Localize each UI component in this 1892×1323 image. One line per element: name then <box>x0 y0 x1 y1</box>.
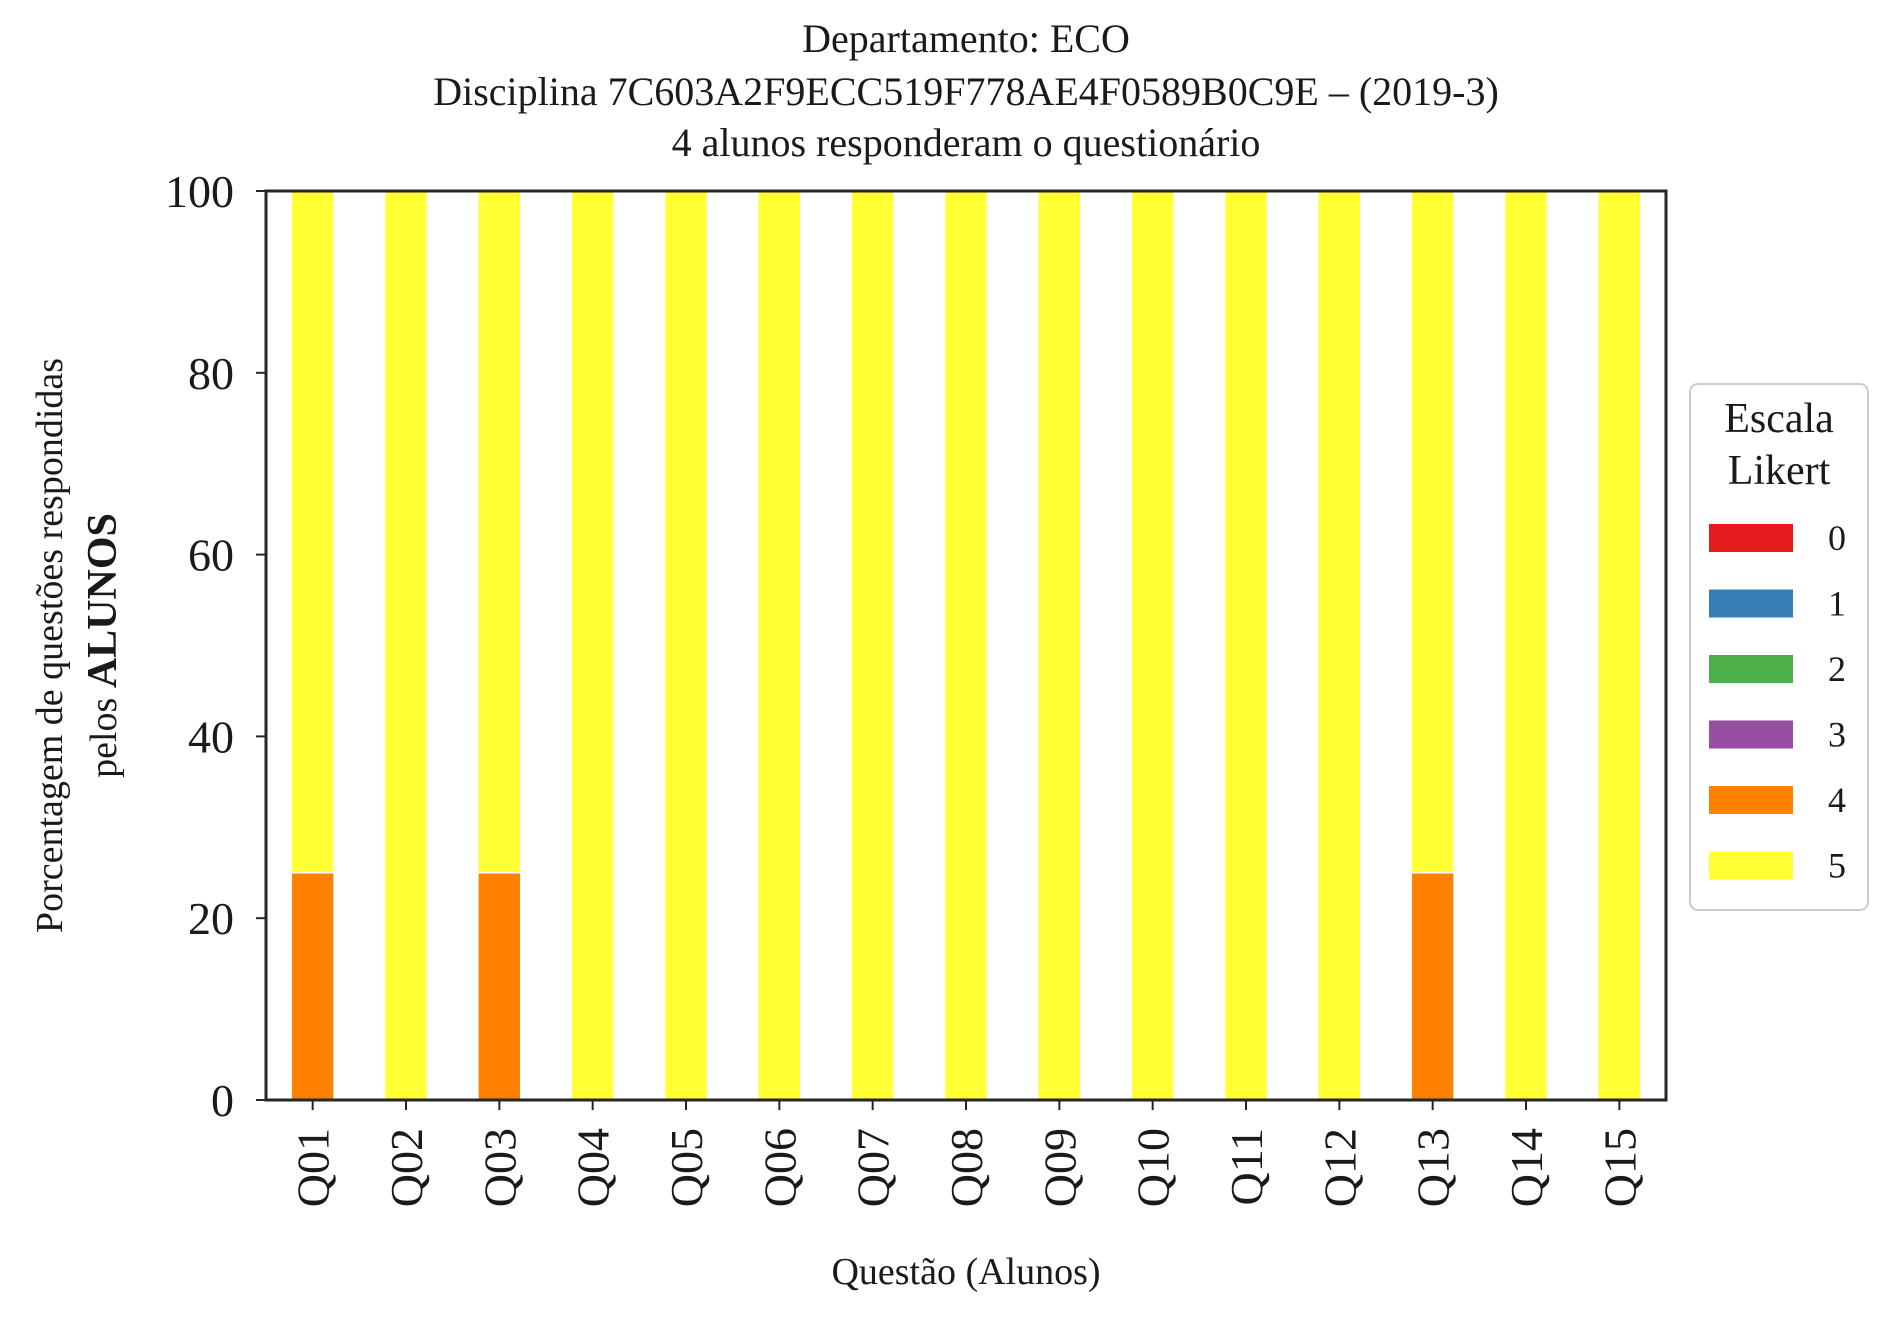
x-tick-label: Q07 <box>848 1128 899 1207</box>
chart-title: Departamento: ECO Disciplina 7C603A2F9ECC… <box>433 16 1499 165</box>
y-tick-label: 0 <box>211 1075 234 1126</box>
legend-swatch-1 <box>1709 589 1793 618</box>
legend-label-0: 0 <box>1828 518 1846 558</box>
x-tick-label: Q04 <box>568 1128 619 1207</box>
y-tick-label: 60 <box>188 530 234 581</box>
y-tick-label: 80 <box>188 348 234 399</box>
bar-Q02-scale-5 <box>383 190 429 1101</box>
bar-Q14-scale-5 <box>1503 190 1549 1101</box>
legend-swatch-3 <box>1709 720 1793 749</box>
bar-Q13-scale-5 <box>1410 190 1455 874</box>
bar-Q06-scale-5 <box>757 190 802 1101</box>
title-line-2: Disciplina 7C603A2F9ECC519F778AE4F0589B0… <box>433 69 1499 114</box>
y-tick-label: 100 <box>165 166 234 217</box>
bar-Q15-scale-5 <box>1597 190 1642 1101</box>
legend-swatch-5 <box>1709 851 1793 880</box>
bar-Q04-scale-5 <box>570 190 615 1101</box>
legend-label-3: 3 <box>1828 715 1846 755</box>
legend-label-1: 1 <box>1828 584 1846 624</box>
bar-Q03-scale-4 <box>477 872 522 1101</box>
x-tick-label: Q03 <box>474 1128 525 1207</box>
bar-Q05-scale-5 <box>663 190 709 1101</box>
bar-Q09-scale-5 <box>1037 190 1082 1101</box>
legend-label-5: 5 <box>1828 846 1846 886</box>
x-tick-label: Q06 <box>754 1128 805 1207</box>
y-tick-label: 40 <box>188 711 234 762</box>
x-tick-label: Q01 <box>288 1128 339 1207</box>
x-tick-label: Q10 <box>1128 1128 1179 1207</box>
y-axis-label-line-2: pelos ALUNOS <box>80 513 126 778</box>
x-tick-label: Q05 <box>661 1128 712 1207</box>
bar-Q03-scale-5 <box>477 190 522 874</box>
legend: Escala Likert 0 1 2 3 4 5 <box>1689 383 1869 911</box>
bar-Q01-scale-4 <box>290 872 335 1101</box>
y-axis-label-bold: ALUNOS <box>80 513 126 688</box>
y-axis-label: Porcentagem de questões respondidas pelos… <box>29 358 126 933</box>
legend-swatch-2 <box>1709 655 1793 683</box>
x-tick-label: Q08 <box>941 1128 992 1207</box>
x-tick-label: Q15 <box>1594 1128 1645 1207</box>
x-tick-label: Q02 <box>381 1128 432 1207</box>
y-axis-label-line-1: Porcentagem de questões respondidas <box>29 358 71 933</box>
legend-box <box>1689 383 1869 911</box>
bar-Q10-scale-5 <box>1130 190 1175 1101</box>
bar-Q11-scale-5 <box>1223 190 1269 1101</box>
legend-title-line-2: Likert <box>1728 448 1831 494</box>
x-tick-label: Q12 <box>1314 1128 1365 1207</box>
x-axis-label: Questão (Alunos) <box>831 1251 1100 1293</box>
legend-swatch-0 <box>1709 524 1793 552</box>
x-tick-label: Q13 <box>1408 1128 1459 1207</box>
x-tick-label: Q14 <box>1501 1128 1552 1207</box>
legend-swatch-4 <box>1709 786 1793 814</box>
bar-Q12-scale-5 <box>1317 190 1362 1101</box>
bar-Q07-scale-5 <box>850 190 895 1101</box>
title-line-3: 4 alunos responderam o questionário <box>672 120 1261 165</box>
x-axis: Q01 Q02 Q03 Q04 Q05 Q06 Q07 Q08 Q09 Q10 Q11 Q12 Q13 Q… <box>288 1100 1645 1207</box>
bar-Q01-scale-5 <box>290 190 335 874</box>
x-tick-label: Q09 <box>1034 1128 1085 1207</box>
y-axis-label-prefix: pelos <box>83 688 125 778</box>
bar-Q08-scale-5 <box>943 190 989 1101</box>
legend-label-4: 4 <box>1828 780 1846 820</box>
y-tick-label: 20 <box>188 893 234 944</box>
y-axis: 0 20 40 60 80 100 <box>165 166 266 1126</box>
legend-label-2: 2 <box>1828 649 1846 689</box>
bar-Q13-scale-4 <box>1410 872 1455 1101</box>
x-tick-label: Q11 <box>1221 1128 1272 1206</box>
bars <box>290 190 1642 1101</box>
title-line-1: Departamento: ECO <box>802 16 1130 61</box>
legend-title-line-1: Escala <box>1724 396 1834 442</box>
